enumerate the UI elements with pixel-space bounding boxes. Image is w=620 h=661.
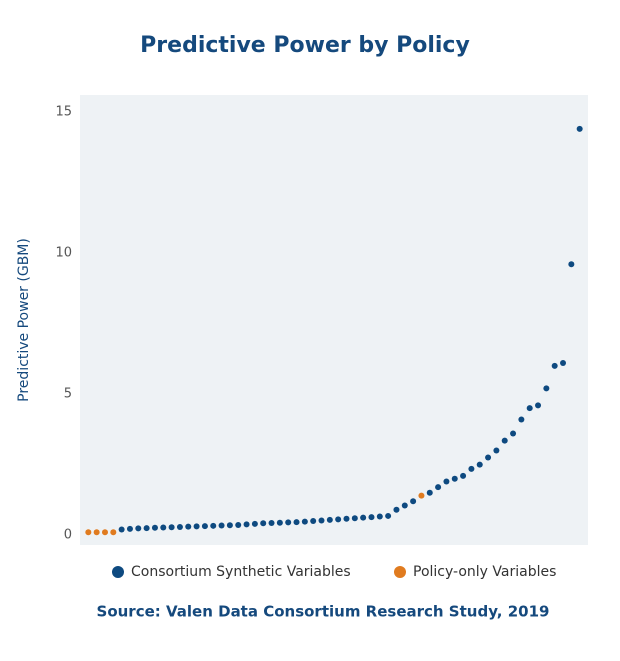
point	[185, 523, 192, 530]
source: Source: Valen Data Consortium Research S…	[97, 603, 550, 621]
point	[276, 519, 283, 526]
point	[493, 447, 500, 454]
point	[285, 519, 292, 526]
point	[485, 454, 492, 461]
point	[376, 513, 383, 520]
point	[518, 416, 525, 423]
point	[326, 516, 333, 523]
point	[168, 524, 175, 531]
point	[435, 484, 442, 491]
point	[260, 520, 267, 527]
point	[176, 523, 183, 530]
point	[310, 518, 317, 525]
point	[551, 362, 558, 369]
point	[243, 521, 250, 528]
point	[543, 385, 550, 392]
y-tick-label: 15	[55, 104, 72, 119]
point	[476, 461, 483, 468]
point	[110, 529, 117, 536]
point	[501, 437, 508, 444]
point	[385, 512, 392, 519]
point	[143, 525, 150, 532]
y-tick-label: 0	[64, 528, 72, 543]
point	[401, 502, 408, 509]
point	[293, 519, 300, 526]
point	[201, 523, 208, 530]
point	[393, 506, 400, 513]
point	[418, 492, 425, 499]
point	[426, 489, 433, 496]
y-tick-label: 5	[64, 387, 72, 402]
point	[193, 523, 200, 530]
point	[218, 522, 225, 529]
plot-area	[80, 95, 588, 545]
point	[460, 472, 467, 479]
point	[210, 522, 217, 529]
point	[468, 465, 475, 472]
point	[235, 521, 242, 528]
point	[118, 526, 125, 533]
point	[526, 405, 533, 412]
point	[251, 520, 258, 527]
point	[93, 529, 100, 536]
point	[135, 525, 142, 532]
point	[101, 529, 108, 536]
legend-marker	[112, 566, 124, 578]
legend-label: Policy-only Variables	[413, 564, 556, 580]
legend-marker	[394, 566, 406, 578]
point	[226, 522, 233, 529]
point	[301, 518, 308, 525]
point	[268, 519, 275, 526]
point	[535, 402, 542, 409]
point	[568, 261, 575, 268]
point	[576, 125, 583, 132]
point	[318, 517, 325, 524]
point	[368, 514, 375, 521]
y-axis-title: Predictive Power (GBM)	[16, 238, 32, 402]
point	[360, 514, 367, 521]
point	[451, 475, 458, 482]
point	[443, 478, 450, 485]
point	[335, 516, 342, 523]
point	[410, 498, 417, 505]
point	[560, 360, 567, 367]
point	[510, 430, 517, 437]
point	[85, 529, 92, 536]
point	[126, 525, 133, 532]
point	[160, 524, 167, 531]
point	[351, 515, 358, 522]
point	[343, 515, 350, 522]
legend-label: Consortium Synthetic Variables	[131, 564, 351, 580]
point	[151, 524, 158, 531]
y-tick-label: 10	[55, 245, 72, 260]
chart-title: Predictive Power by Policy	[140, 33, 470, 58]
